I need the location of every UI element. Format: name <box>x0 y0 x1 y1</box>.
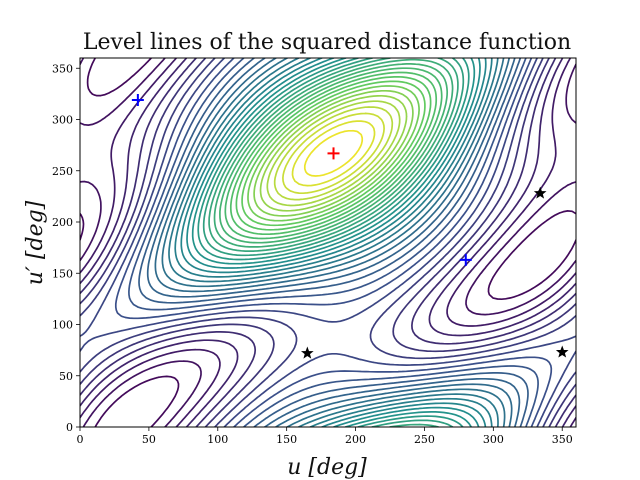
x-tick-label-4: 200 <box>345 433 366 446</box>
contour-level-10 <box>128 58 539 427</box>
saddle-marker-2 <box>533 186 547 199</box>
x-tick-label-0: 0 <box>77 433 84 446</box>
critical-point-markers <box>131 94 569 359</box>
x-tick-label-2: 100 <box>207 433 228 446</box>
x-axis-ticks: 0 50 100 150 200 250 300 350 <box>77 427 573 446</box>
contour-level-9 <box>114 58 553 427</box>
contour-level-24 <box>219 63 449 244</box>
contour-level-26 <box>229 71 438 236</box>
contour-level-30 <box>253 89 414 217</box>
contour-level-11 <box>138 58 529 427</box>
y-tick-label-5: 250 <box>52 165 73 178</box>
x-tick-label-6: 300 <box>483 433 504 446</box>
contour-level-31 <box>259 94 408 212</box>
contour-level-32 <box>266 100 401 207</box>
y-tick-label-0: 0 <box>66 421 73 434</box>
contour-level-25 <box>224 67 443 240</box>
y-tick-label-7: 350 <box>52 62 73 75</box>
contour-level-3 <box>80 58 576 427</box>
saddle-marker-1 <box>301 346 314 359</box>
x-tick-label-1: 50 <box>142 433 156 446</box>
contour-level-33 <box>273 106 394 201</box>
saddle-marker-3 <box>555 345 569 358</box>
x-tick-label-5: 250 <box>414 433 435 446</box>
y-tick-label-4: 200 <box>52 216 73 229</box>
contour-level-29 <box>247 85 420 222</box>
contour-level-14 <box>161 58 506 427</box>
y-tick-label-6: 300 <box>52 114 73 127</box>
y-tick-label-3: 150 <box>52 267 73 280</box>
contour-level-1 <box>80 58 576 427</box>
y-axis-label: u′ [deg] <box>23 200 48 285</box>
contour-level-5 <box>80 58 576 427</box>
contour-level-34 <box>282 112 385 195</box>
x-tick-label-3: 150 <box>276 433 297 446</box>
contour-level-23 <box>213 58 454 248</box>
x-axis-label: u [deg] <box>287 455 367 480</box>
plot-frame <box>79 57 577 428</box>
chart-title: Level lines of the squared distance func… <box>83 30 571 55</box>
contour-level-35 <box>291 120 376 187</box>
contour-level-28 <box>241 80 426 227</box>
minimum-marker-1 <box>131 94 144 107</box>
maximum-marker <box>327 147 340 160</box>
minimum-marker-2 <box>459 253 472 266</box>
contour-level-36 <box>303 129 364 177</box>
y-axis-ticks: 0 50 100 150 200 250 300 350 <box>52 62 80 434</box>
contour-level-2 <box>80 58 576 427</box>
x-tick-label-7: 350 <box>552 433 573 446</box>
contour-level-7 <box>80 58 576 427</box>
y-tick-label-2: 100 <box>52 319 73 332</box>
contour-level-27 <box>235 75 432 231</box>
contour-level-6 <box>80 58 576 427</box>
y-tick-label-1: 50 <box>59 370 73 383</box>
contour-level-13 <box>154 58 513 427</box>
